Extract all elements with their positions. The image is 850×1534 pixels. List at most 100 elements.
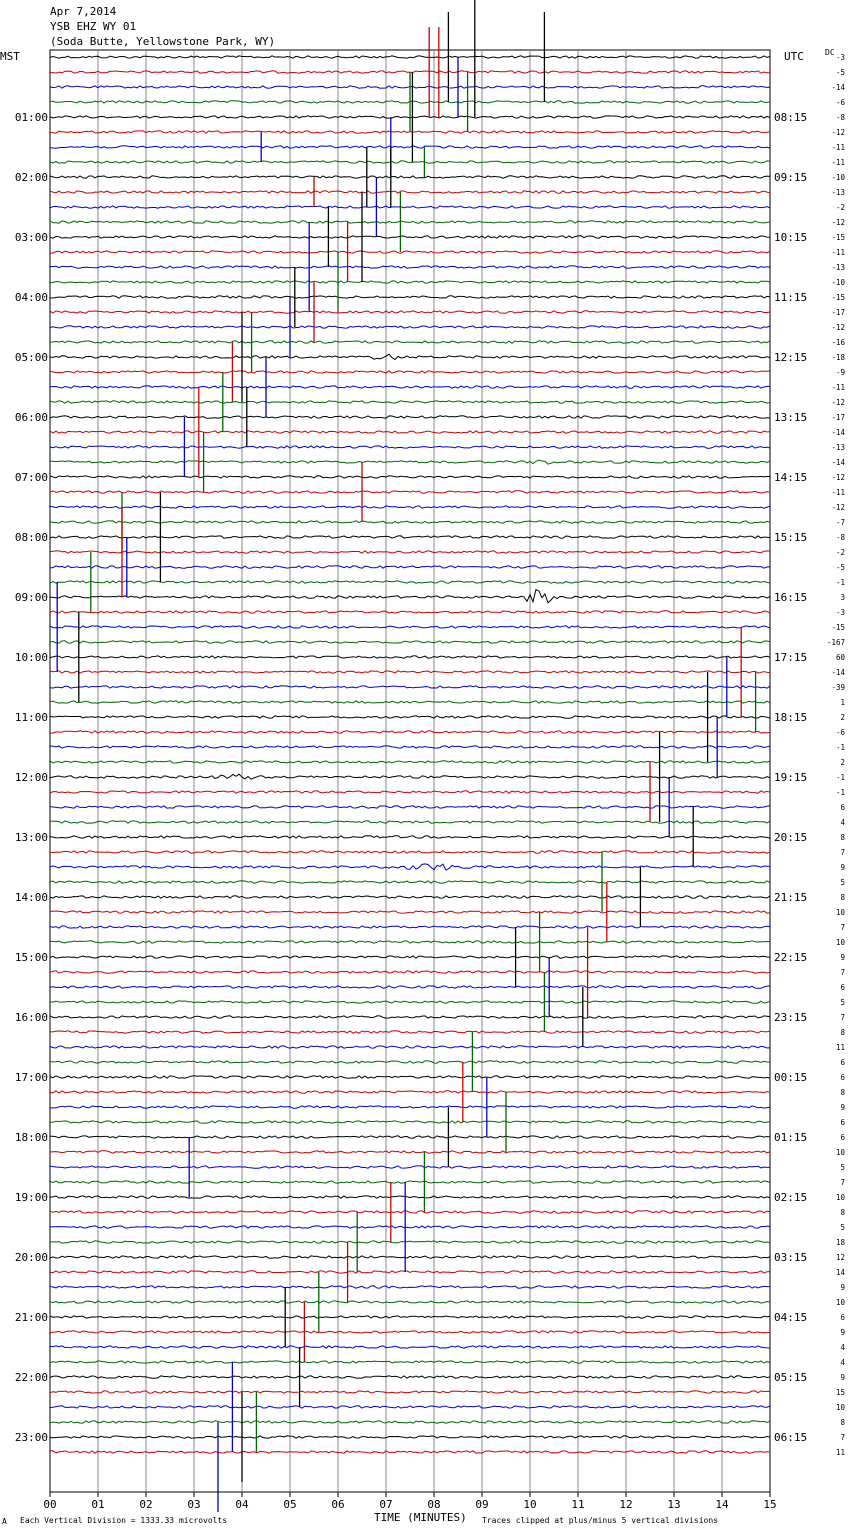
dc-offset-label: -12 <box>831 218 845 227</box>
trace-line <box>49 760 771 764</box>
trace-line <box>49 1135 771 1139</box>
trace-line <box>49 1030 771 1034</box>
footer-mark: A <box>2 1517 7 1526</box>
left-time-label: 20:00 <box>15 1251 48 1264</box>
right-time-label: 22:15 <box>774 951 807 964</box>
trace-line <box>49 640 771 644</box>
dc-offset-label: -11 <box>831 143 845 152</box>
trace-line <box>49 955 771 959</box>
dc-offset-label: 7 <box>840 1013 845 1022</box>
trace-line <box>49 970 771 974</box>
left-time-label: 18:00 <box>15 1131 48 1144</box>
trace-line <box>49 895 771 899</box>
dc-offset-label: 8 <box>840 1208 845 1217</box>
dc-offset-label: 14 <box>836 1268 846 1277</box>
trace-line <box>49 1420 771 1424</box>
x-tick-label: 06 <box>331 1498 344 1511</box>
dc-offset-label: -167 <box>827 638 845 647</box>
dc-offset-label: -6 <box>836 728 846 737</box>
dc-offset-label: 18 <box>836 1238 846 1247</box>
dc-offset-label: 4 <box>840 818 845 827</box>
trace-line <box>49 1330 771 1334</box>
x-tick-label: 01 <box>91 1498 104 1511</box>
trace-line <box>49 773 771 780</box>
trace-line <box>49 863 771 871</box>
right-time-label: 20:15 <box>774 831 807 844</box>
trace-line <box>49 160 771 164</box>
dc-offset-label: -18 <box>831 353 845 362</box>
dc-offset-label: -13 <box>831 443 845 452</box>
dc-offset-label: -14 <box>831 428 845 437</box>
right-time-label: 11:15 <box>774 291 807 304</box>
x-tick-label: 07 <box>379 1498 392 1511</box>
left-time-label: 06:00 <box>15 411 48 424</box>
trace-line <box>49 610 771 614</box>
dc-offset-label: -12 <box>831 473 845 482</box>
dc-offset-label: 6 <box>840 1058 845 1067</box>
dc-offset-label: 9 <box>840 1103 845 1112</box>
left-time-label: 07:00 <box>15 471 48 484</box>
dc-offset-label: -2 <box>836 548 845 557</box>
trace-line <box>49 985 771 989</box>
trace-line <box>49 415 771 419</box>
trace-line <box>49 145 771 149</box>
trace-line <box>49 505 771 509</box>
trace-line <box>49 280 771 284</box>
trace-line <box>49 820 771 824</box>
dc-offset-label: -3 <box>836 53 845 62</box>
trace-line <box>50 1105 771 1109</box>
dc-offset-label: 2 <box>840 713 845 722</box>
right-timezone-label: UTC <box>784 50 804 63</box>
dc-offset-label: 6 <box>840 983 845 992</box>
dc-offset-label: 10 <box>836 1193 846 1202</box>
trace-line <box>49 655 771 659</box>
trace-line <box>49 220 771 224</box>
trace-line <box>49 790 771 794</box>
trace-line <box>49 235 771 239</box>
dc-offset-label: 6 <box>840 1313 845 1322</box>
trace-line <box>49 1435 771 1439</box>
dc-offset-label: 7 <box>840 1433 845 1442</box>
header-location: (Soda Butte, Yellowstone Park, WY) <box>50 35 276 48</box>
trace-line <box>49 430 771 434</box>
trace-line <box>49 385 770 389</box>
trace-line <box>49 265 771 269</box>
dc-offset-label: 5 <box>840 878 845 887</box>
dc-offset-label: -12 <box>831 128 845 137</box>
dc-offset-label: -15 <box>831 623 845 632</box>
trace-line <box>49 1390 771 1394</box>
x-tick-label: 04 <box>235 1498 249 1511</box>
trace-line <box>49 850 771 854</box>
dc-offset-label: 4 <box>840 1343 845 1352</box>
x-tick-label: 05 <box>283 1498 296 1511</box>
right-time-label: 08:15 <box>774 111 807 124</box>
trace-line <box>49 475 771 479</box>
dc-offset-label: 3 <box>840 593 845 602</box>
left-time-label: 13:00 <box>15 831 48 844</box>
left-time-label: 05:00 <box>15 351 48 364</box>
trace-line <box>49 1060 771 1064</box>
dc-offset-label: 10 <box>836 908 846 917</box>
dc-offset-label: -12 <box>831 398 845 407</box>
left-time-label: 01:00 <box>15 111 48 124</box>
trace-line <box>49 580 771 584</box>
dc-offset-label: -1 <box>836 578 845 587</box>
dc-offset-label: -39 <box>831 683 845 692</box>
trace-line <box>49 370 771 374</box>
trace-line <box>49 1405 771 1409</box>
dc-offset-label: 11 <box>836 1448 845 1457</box>
x-tick-label: 10 <box>523 1498 536 1511</box>
dc-offset-label: -17 <box>831 308 845 317</box>
trace-line <box>49 1375 771 1379</box>
trace-line <box>49 1180 771 1184</box>
trace-line <box>49 353 771 361</box>
trace-line <box>49 490 771 494</box>
dc-offset-label: 7 <box>840 968 845 977</box>
dc-offset-label: -13 <box>831 188 845 197</box>
right-time-label: 06:15 <box>774 1431 807 1444</box>
trace-line <box>49 715 771 719</box>
trace-line <box>49 940 771 944</box>
dc-offset-label: -11 <box>831 383 845 392</box>
right-time-label: 04:15 <box>774 1311 807 1324</box>
dc-offset-label: -15 <box>831 293 845 302</box>
